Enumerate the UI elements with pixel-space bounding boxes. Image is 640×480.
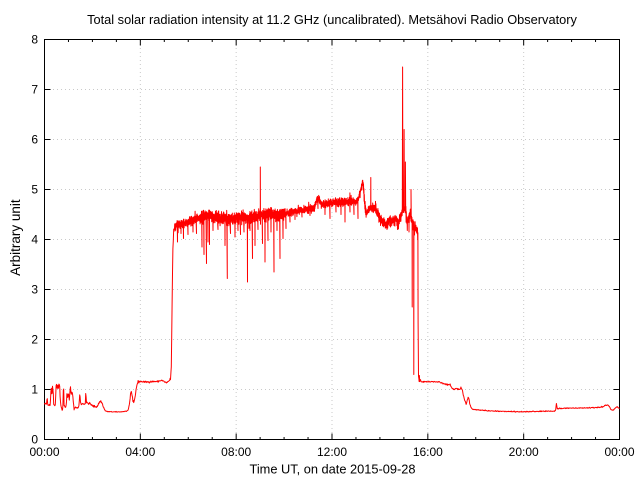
svg-text:Arbitrary unit: Arbitrary unit	[8, 199, 23, 276]
svg-text:5: 5	[31, 183, 38, 197]
svg-text:00:00: 00:00	[29, 445, 59, 459]
svg-text:7: 7	[31, 83, 38, 97]
svg-text:4: 4	[31, 233, 38, 247]
svg-text:Total solar radiation intensit: Total solar radiation intensity at 11.2 …	[87, 12, 577, 27]
svg-text:2: 2	[31, 333, 38, 347]
svg-text:0: 0	[31, 433, 38, 447]
svg-text:20:00: 20:00	[509, 445, 539, 459]
svg-text:8: 8	[31, 33, 38, 47]
svg-text:04:00: 04:00	[125, 445, 155, 459]
svg-text:12:00: 12:00	[317, 445, 347, 459]
svg-text:1: 1	[31, 383, 38, 397]
svg-text:Time UT, on date 2015-09-28: Time UT, on date 2015-09-28	[250, 462, 416, 477]
svg-text:3: 3	[31, 283, 38, 297]
svg-text:00:00: 00:00	[604, 445, 634, 459]
svg-text:6: 6	[31, 133, 38, 147]
svg-text:08:00: 08:00	[221, 445, 251, 459]
svg-text:16:00: 16:00	[413, 445, 443, 459]
